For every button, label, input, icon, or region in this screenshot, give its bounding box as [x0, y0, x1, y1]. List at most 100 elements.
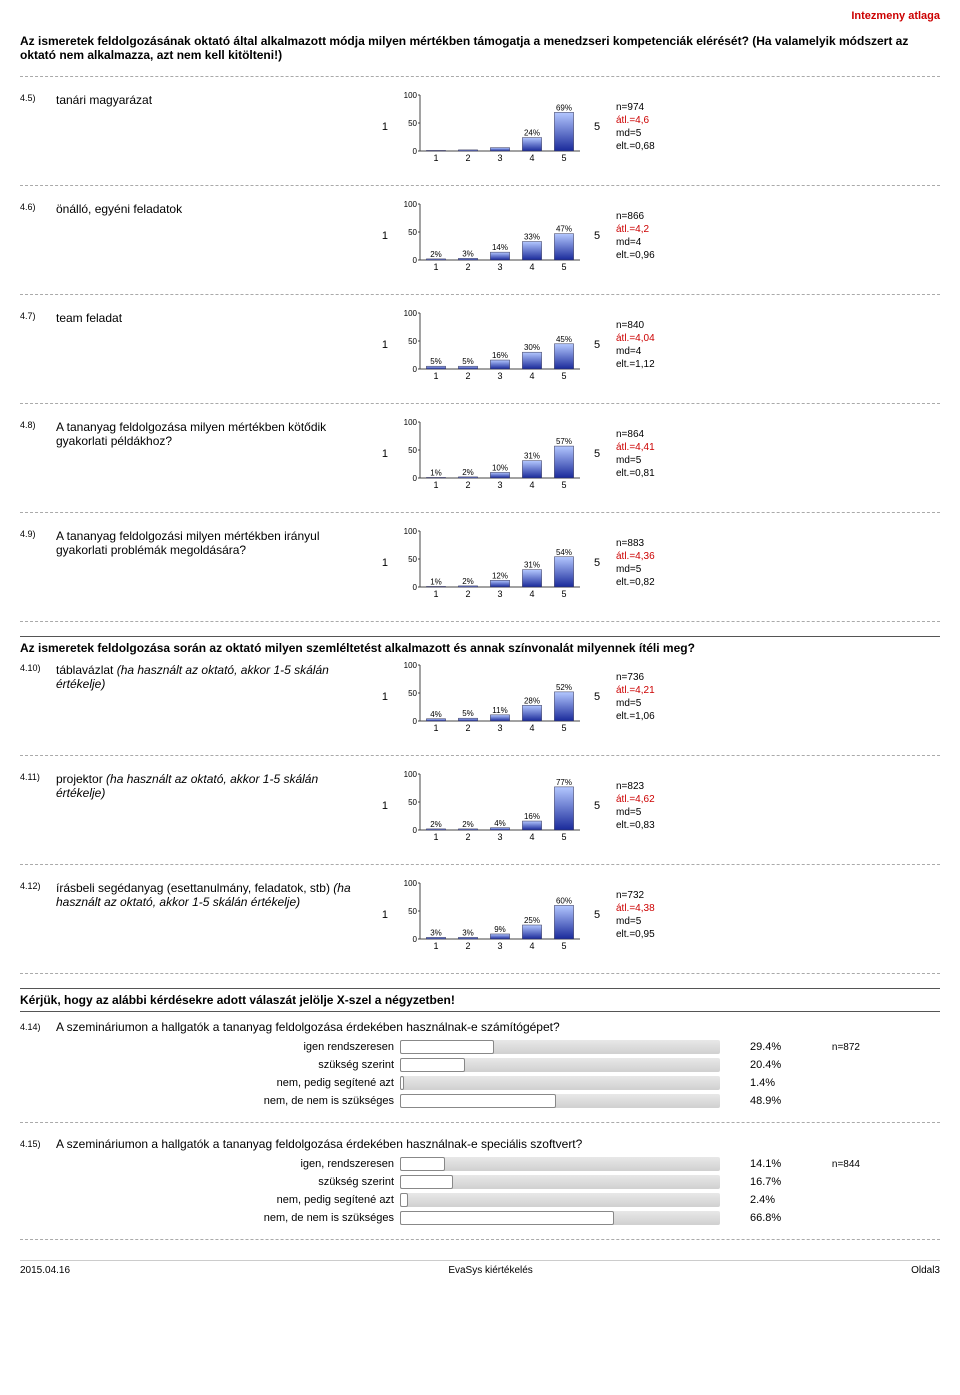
svg-text:52%: 52% — [556, 683, 572, 692]
scale-min: 1 — [374, 309, 388, 351]
stat-elt: elt.=1,12 — [616, 358, 696, 371]
stat-avg: átl.=4,41 — [616, 441, 696, 454]
stat-md: md=5 — [616, 806, 696, 819]
stat-md: md=4 — [616, 236, 696, 249]
stat-md: md=4 — [616, 345, 696, 358]
stat-avg: átl.=4,36 — [616, 550, 696, 563]
hbar-n: n=872 — [800, 1042, 860, 1053]
svg-text:4: 4 — [529, 832, 534, 842]
svg-text:5: 5 — [561, 832, 566, 842]
stat-n: n=866 — [616, 210, 696, 223]
question-row: 4.8) A tananyag feldolgozása milyen mért… — [20, 418, 940, 498]
svg-text:12%: 12% — [492, 571, 508, 580]
scale-max: 5 — [594, 309, 608, 351]
svg-text:3: 3 — [497, 480, 502, 490]
hbar-track — [400, 1157, 720, 1171]
svg-text:2: 2 — [465, 480, 470, 490]
stat-n: n=864 — [616, 428, 696, 441]
scale-min: 1 — [374, 200, 388, 242]
hbar-percent: 48.9% — [720, 1095, 800, 1107]
divider — [20, 403, 940, 404]
hbar-label: igen, rendszeresen — [20, 1158, 400, 1170]
stat-elt: elt.=1,06 — [616, 710, 696, 723]
section-heading-3: Kérjük, hogy az alábbi kérdésekre adott … — [20, 988, 940, 1007]
divider — [20, 621, 940, 622]
svg-text:4: 4 — [529, 262, 534, 272]
svg-text:100: 100 — [404, 200, 418, 209]
stat-elt: elt.=0,83 — [616, 819, 696, 832]
svg-text:2: 2 — [465, 832, 470, 842]
svg-text:2%: 2% — [430, 250, 442, 259]
hbar-track — [400, 1193, 720, 1207]
question-stats: n=866 átl.=4,2 md=4 elt.=0,96 — [616, 200, 696, 262]
stat-elt: elt.=0,81 — [616, 467, 696, 480]
svg-text:0: 0 — [413, 256, 418, 265]
page-footer: 2015.04.16 EvaSys kiértékelés Oldal3 — [20, 1260, 940, 1276]
question-row: 4.9) A tananyag feldolgozási milyen mért… — [20, 527, 940, 607]
hbar-row: szükség szerint 20.4% — [20, 1058, 940, 1072]
header-title: Intezmeny atlaga — [20, 10, 940, 22]
bar-chart: 0501003%13%29%325%460%5 — [396, 879, 586, 959]
svg-text:0: 0 — [413, 826, 418, 835]
scale-max: 5 — [594, 661, 608, 703]
divider — [20, 76, 940, 77]
hbar-label: nem, de nem is szükséges — [20, 1212, 400, 1224]
hbar-fill — [400, 1157, 445, 1171]
svg-text:2%: 2% — [430, 820, 442, 829]
hbar-row: nem, pedig segítené azt 1.4% — [20, 1076, 940, 1090]
svg-text:2%: 2% — [462, 820, 474, 829]
bar-chart: 0501005%15%216%330%445%5 — [396, 309, 586, 389]
hbar-n: n=844 — [800, 1159, 860, 1170]
bar-chart: 0501001%12%212%331%454%5 — [396, 527, 586, 607]
svg-text:31%: 31% — [524, 561, 540, 570]
svg-text:9%: 9% — [494, 925, 506, 934]
svg-text:2: 2 — [465, 941, 470, 951]
question-stats: n=823 átl.=4,62 md=5 elt.=0,83 — [616, 770, 696, 832]
svg-text:0: 0 — [413, 935, 418, 944]
svg-text:3: 3 — [497, 589, 502, 599]
question-text: projektor (ha használt az oktató, akkor … — [56, 770, 366, 800]
svg-text:2: 2 — [465, 371, 470, 381]
stat-n: n=883 — [616, 537, 696, 550]
svg-text:50: 50 — [408, 446, 417, 455]
hbar-row: nem, de nem is szükséges 48.9% — [20, 1094, 940, 1108]
svg-text:4%: 4% — [494, 819, 506, 828]
hbar-label: szükség szerint — [20, 1059, 400, 1071]
svg-text:3%: 3% — [462, 249, 474, 258]
svg-text:10%: 10% — [492, 463, 508, 472]
question-row: 4.11) projektor (ha használt az oktató, … — [20, 770, 940, 850]
svg-text:50: 50 — [408, 119, 417, 128]
hbar-fill — [400, 1175, 453, 1189]
stat-md: md=5 — [616, 454, 696, 467]
question-number: 4.11) — [20, 770, 48, 782]
stat-n: n=823 — [616, 780, 696, 793]
svg-text:30%: 30% — [524, 343, 540, 352]
svg-text:14%: 14% — [492, 243, 508, 252]
question-text: önálló, egyéni feladatok — [56, 200, 366, 216]
scale-min: 1 — [374, 91, 388, 133]
section-heading-1: Az ismeretek feldolgozásának oktató álta… — [20, 30, 940, 62]
hbar-row: szükség szerint 16.7% — [20, 1175, 940, 1189]
svg-text:45%: 45% — [556, 335, 572, 344]
stat-elt: elt.=0,96 — [616, 249, 696, 262]
question-text: team feladat — [56, 309, 366, 325]
svg-text:11%: 11% — [492, 706, 507, 715]
svg-text:50: 50 — [408, 555, 417, 564]
svg-text:33%: 33% — [524, 233, 540, 242]
scale-max: 5 — [594, 418, 608, 460]
question-text: táblavázlat (ha használt az oktató, akko… — [56, 661, 366, 691]
question-number: 4.10) — [20, 661, 48, 673]
hbar-percent: 66.8% — [720, 1212, 800, 1224]
scale-max: 5 — [594, 200, 608, 242]
scale-max: 5 — [594, 91, 608, 133]
question-row: 4.5) tanári magyarázat 1 05010012324%469… — [20, 91, 940, 171]
svg-text:4: 4 — [529, 371, 534, 381]
divider — [20, 1011, 940, 1012]
stat-elt: elt.=0,68 — [616, 140, 696, 153]
svg-text:100: 100 — [404, 879, 418, 888]
svg-text:1%: 1% — [430, 468, 442, 477]
svg-text:16%: 16% — [492, 351, 508, 360]
scale-min: 1 — [374, 770, 388, 812]
svg-text:54%: 54% — [556, 548, 572, 557]
svg-text:5%: 5% — [462, 709, 474, 718]
